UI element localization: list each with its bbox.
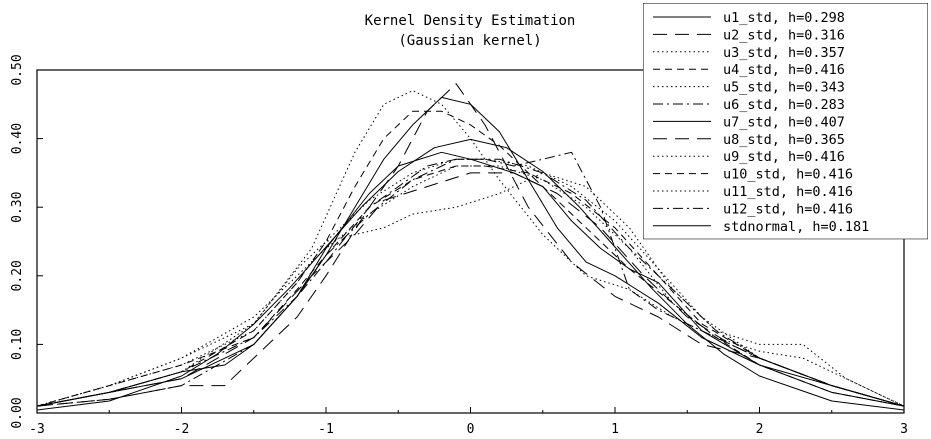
legend-entry: u12_std, h=0.416	[723, 201, 853, 217]
x-tick-label: 0	[467, 422, 475, 437]
y-tick-label: 0.40	[10, 123, 25, 154]
chart-title: Kernel Density Estimation	[365, 13, 576, 29]
y-tick-label: 0.00	[10, 397, 25, 428]
y-tick-label: 0.30	[10, 192, 25, 223]
legend-entry: u4_std, h=0.416	[723, 62, 845, 78]
x-tick-label: -2	[174, 422, 190, 437]
legend-entry: u2_std, h=0.316	[723, 27, 845, 43]
x-tick-label: 3	[900, 422, 908, 437]
x-tick-label: 1	[611, 422, 619, 437]
legend-entry: u11_std, h=0.416	[723, 184, 853, 200]
x-tick-label: -1	[318, 422, 334, 437]
legend-entry: stdnormal, h=0.181	[723, 219, 869, 235]
legend-entry: u10_std, h=0.416	[723, 167, 853, 183]
x-tick-label: -3	[29, 422, 45, 437]
y-tick-label: 0.20	[10, 260, 25, 291]
legend-entry: u8_std, h=0.365	[723, 132, 845, 148]
x-tick-label: 2	[756, 422, 764, 437]
legend-entry: u1_std, h=0.298	[723, 10, 845, 26]
legend-entry: u7_std, h=0.407	[723, 114, 845, 130]
legend-entry: u9_std, h=0.416	[723, 149, 845, 165]
legend-entry: u3_std, h=0.357	[723, 45, 845, 61]
chart-subtitle: (Gaussian kernel)	[398, 33, 541, 49]
y-tick-label: 0.10	[10, 329, 25, 360]
legend-entry: u6_std, h=0.283	[723, 97, 845, 113]
legend-entry: u5_std, h=0.343	[723, 80, 845, 96]
y-tick-label: 0.50	[10, 54, 25, 85]
